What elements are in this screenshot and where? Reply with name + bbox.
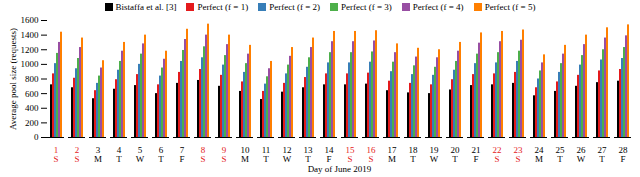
- svg-text:25T: 25T: [556, 145, 566, 164]
- svg-text:0: 0: [34, 132, 39, 142]
- svg-text:20T: 20T: [451, 145, 461, 164]
- svg-text:24M: 24M: [535, 145, 545, 164]
- svg-text:400: 400: [25, 103, 39, 113]
- svg-text:13T: 13T: [304, 145, 314, 164]
- svg-text:12W: 12W: [283, 145, 292, 164]
- svg-text:Day of June 2019: Day of June 2019: [308, 164, 372, 174]
- svg-text:18T: 18T: [409, 145, 419, 164]
- svg-text:4T: 4T: [116, 145, 122, 164]
- svg-text:9S: 9S: [221, 145, 226, 164]
- svg-text:1200: 1200: [21, 45, 40, 55]
- svg-text:800: 800: [25, 74, 39, 84]
- svg-text:16S: 16S: [367, 145, 377, 164]
- svg-text:10M: 10M: [241, 145, 251, 164]
- svg-text:1400: 1400: [21, 30, 40, 40]
- svg-text:200: 200: [25, 118, 39, 128]
- html-text:Perfect (f = 3): Perfect (f = 3): [341, 2, 392, 12]
- svg-text:600: 600: [25, 89, 39, 99]
- html-text:Perfect (f = 1): Perfect (f = 1): [197, 2, 249, 12]
- html-text:Perfect (f = 4): Perfect (f = 4): [412, 2, 464, 12]
- svg-text:14F: 14F: [325, 145, 335, 164]
- svg-text:Average pool size (requests): Average pool size (requests): [8, 28, 18, 130]
- svg-text:28F: 28F: [619, 145, 629, 164]
- svg-text:3M: 3M: [94, 145, 102, 164]
- html-text:Bistaffa et al. [3]: Bistaffa et al. [3]: [115, 2, 177, 12]
- svg-text:17M: 17M: [388, 145, 398, 164]
- svg-text:27T: 27T: [598, 145, 608, 164]
- svg-text:8S: 8S: [200, 145, 205, 164]
- svg-text:11T: 11T: [262, 145, 271, 164]
- svg-text:2S: 2S: [74, 145, 79, 164]
- html-text:Perfect (f = 2): Perfect (f = 2): [269, 2, 320, 12]
- html-text:Perfect (f = 5): Perfect (f = 5): [484, 2, 536, 12]
- svg-text:21F: 21F: [472, 145, 481, 164]
- svg-text:7F: 7F: [179, 145, 184, 164]
- svg-text:22S: 22S: [493, 145, 502, 164]
- svg-text:26W: 26W: [577, 145, 587, 164]
- svg-text:1600: 1600: [21, 15, 40, 25]
- svg-text:6T: 6T: [158, 145, 164, 164]
- svg-text:1S: 1S: [53, 145, 58, 164]
- svg-text:23S: 23S: [514, 145, 524, 164]
- svg-text:1000: 1000: [21, 59, 40, 69]
- svg-text:19W: 19W: [430, 145, 440, 164]
- svg-text:5W: 5W: [136, 145, 145, 164]
- svg-text:15S: 15S: [346, 145, 356, 164]
